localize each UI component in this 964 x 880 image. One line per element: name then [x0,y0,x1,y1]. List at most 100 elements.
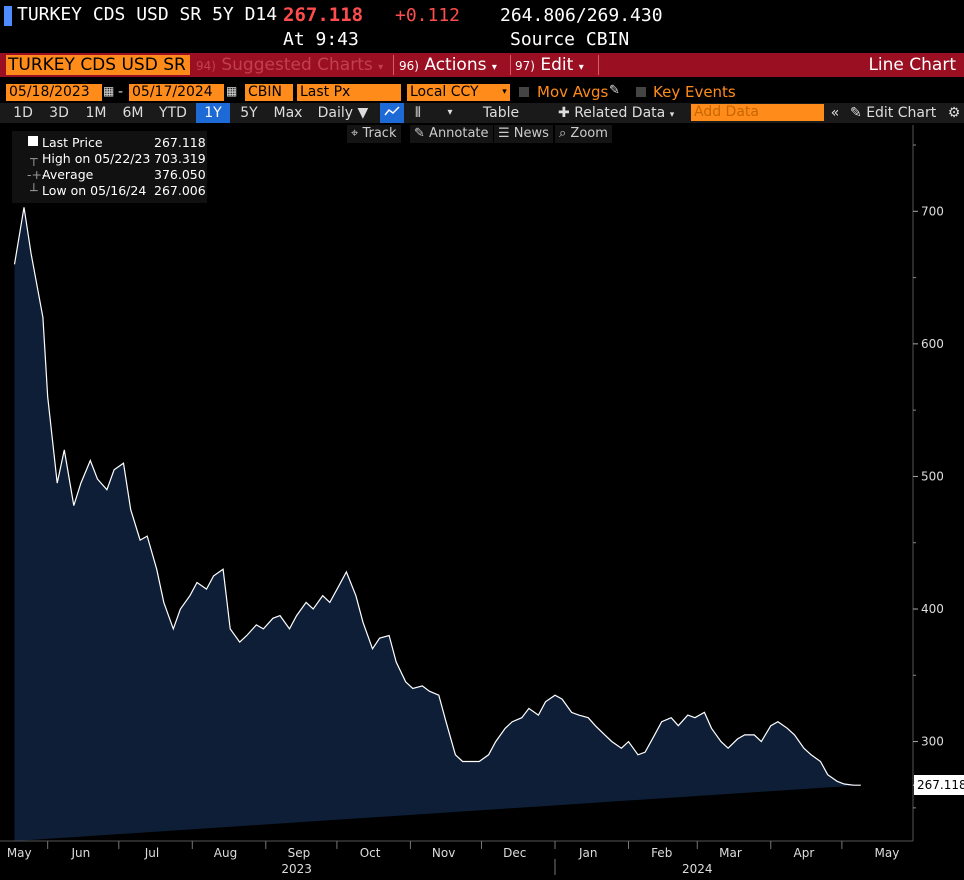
periodicity-label: Daily [317,105,354,121]
range-button-5y[interactable]: 5Y [240,105,258,121]
legend-high-value: 703.319 [154,151,206,166]
line-chart-icon[interactable] [380,103,404,123]
low-marker-icon: ┴ [30,183,38,198]
range-button-3d[interactable]: 3D [49,105,69,121]
mov-avgs-label[interactable]: Mov Avgs [537,83,609,101]
news-button[interactable]: ☰ News [494,125,553,143]
security-field[interactable]: TURKEY CDS USD SR [6,55,190,75]
key-events-label[interactable]: Key Events [653,83,736,101]
gear-icon[interactable]: ⚙ [947,105,961,121]
y-tick-label: 400 [921,602,944,616]
pencil-icon: ✎ [850,105,862,121]
edit-chart-button[interactable]: ✎ Edit Chart [850,103,940,123]
chevron-down-icon: ▾ [491,62,497,73]
x-month-label: May [7,846,32,860]
candlestick-icon[interactable]: ⫴ [415,105,421,121]
ticker-title: TURKEY CDS USD SR 5Y D14 [17,4,278,25]
currency-select[interactable]: Local CCY [407,84,500,101]
actions-label: Actions [424,55,487,75]
annotate-button[interactable]: ✎ Annotate [410,125,493,143]
calendar-icon[interactable]: ▦ [103,84,115,98]
range-button-6m[interactable]: 6M [122,105,144,121]
x-month-label: Jan [578,846,598,860]
range-button-ytd[interactable]: YTD [159,105,187,121]
plot-area [13,207,861,842]
range-button-1m[interactable]: 1M [85,105,107,121]
actions-number: 96) [399,59,419,73]
net-change: +0.112 [395,5,461,26]
quote-source: Source CBIN [510,29,630,50]
x-month-label: Feb [651,846,672,860]
track-button[interactable]: ⌖ Track [347,125,401,143]
pencil-icon[interactable]: ✎ [609,83,620,98]
range-low: 264.806 [500,5,576,26]
actions-button[interactable]: 96) Actions ▾ [399,53,497,77]
plus-icon: ✚ [558,105,570,121]
range-high: 269.430 [586,5,663,26]
chevron-down-icon: ▾ [669,110,675,120]
view-title: Line Chart [868,55,956,75]
y-tick-label: 500 [921,469,944,483]
menu-divider [510,55,511,75]
start-date-input[interactable]: 05/18/2023 [6,84,102,101]
end-date-input[interactable]: 05/17/2024 [129,84,224,101]
x-month-label: Apr [794,846,815,860]
last-price-axis-label: 267.118 [914,775,964,795]
range-button-1d[interactable]: 1D [13,105,33,121]
x-month-label: Jul [144,846,159,860]
legend-last-value: 267.118 [154,135,206,150]
security-indicator [4,6,12,26]
x-year-label: 2024 [682,862,713,876]
chevron-down-icon[interactable]: ▾ [499,84,510,101]
last-price: 267.118 [283,4,364,26]
source-input[interactable]: CBIN [245,84,293,101]
range-button-1y[interactable]: 1Y [196,103,230,123]
related-data-label: Related Data [574,105,666,121]
menu-divider [393,55,394,75]
price-chart[interactable]: 700 600 500 400 300 May Jun Jul Aug Sep Oct Nov Dec… [0,125,964,880]
range-button-max[interactable]: Max [273,105,303,121]
table-button[interactable]: Table [482,105,520,121]
suggested-charts-label: Suggested Charts [221,55,373,75]
quote-time: At 9:43 [283,29,359,50]
periodicity-select[interactable]: Daily ▼ [312,103,374,123]
pencil-icon: ✎ [414,126,425,141]
x-month-label: Aug [214,846,237,860]
day-range: 264.806/269.430 [500,5,663,26]
key-events-checkbox[interactable] [636,87,646,97]
legend-low-label: Low on 05/16/24 [42,183,147,198]
zoom-button[interactable]: ⌕ Zoom [555,125,612,143]
x-month-label: Oct [360,846,381,860]
add-data-input[interactable]: Add Data [691,104,824,121]
menu-divider [598,55,599,75]
calendar-icon[interactable]: ▦ [226,84,238,98]
zoom-label: Zoom [570,126,608,141]
mov-avgs-checkbox[interactable] [519,87,529,97]
suggested-charts-number: 94) [196,59,216,73]
annotate-label: Annotate [429,126,489,141]
chevron-down-icon: ▾ [378,62,384,73]
related-data-button[interactable]: ✚ Related Data ▾ [558,103,678,123]
field-input[interactable]: Last Px [297,84,401,101]
date-dash: - [118,84,124,100]
range-separator: / [575,5,587,26]
y-tick-label: 700 [921,204,944,218]
edit-button[interactable]: 97) Edit ▾ [515,53,584,77]
series-area-fill [14,207,861,842]
crosshair-icon: ⌖ [351,126,359,141]
x-month-label: Dec [503,846,526,860]
collapse-icon[interactable]: « [830,105,840,121]
edit-number: 97) [515,59,535,73]
suggested-charts-button[interactable]: 94) Suggested Charts ▾ [196,53,383,77]
chevron-down-icon[interactable]: ▾ [447,107,453,118]
x-month-label: Sep [288,846,311,860]
news-icon: ☰ [498,126,510,141]
edit-chart-label: Edit Chart [866,105,937,121]
legend-last-label: Last Price [42,135,103,150]
legend-average-label: Average [42,167,94,182]
news-label: News [513,126,549,141]
legend-average-value: 376.050 [154,167,206,182]
average-marker-icon: -+- [27,167,47,182]
y-tick-label: 600 [921,337,944,351]
y-axis: 700 600 500 400 300 [912,125,944,841]
